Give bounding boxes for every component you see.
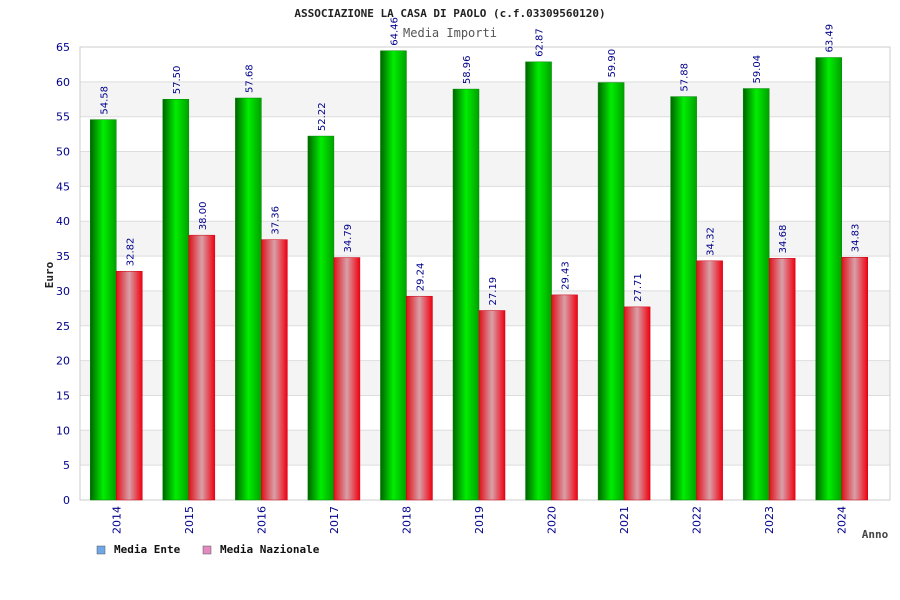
legend-label-media-ente: Media Ente (114, 543, 181, 556)
data-label: 34.68 (778, 225, 789, 254)
y-tick-label: 60 (56, 76, 70, 89)
bar-media-ente-2021 (597, 82, 625, 501)
data-label: 63.49 (825, 24, 836, 53)
data-label: 62.87 (535, 28, 546, 57)
bar-media-ente-2017 (307, 135, 335, 501)
data-label: 34.83 (851, 224, 862, 253)
bar-media-nazionale-2019 (478, 310, 506, 501)
data-label: 32.82 (125, 238, 136, 267)
y-tick-label: 40 (56, 215, 70, 228)
x-tick-label: 2019 (473, 506, 486, 534)
data-label: 57.68 (244, 64, 255, 93)
data-label: 59.04 (752, 55, 763, 84)
y-tick-label: 25 (56, 320, 70, 333)
y-tick-label: 55 (56, 111, 70, 124)
x-tick-label: 2016 (255, 506, 268, 534)
bar-media-ente-2014 (90, 119, 117, 501)
x-tick-label: 2023 (763, 506, 776, 534)
data-label: 52.22 (317, 102, 328, 131)
y-tick-label: 10 (56, 424, 70, 437)
bar-media-ente-2018 (380, 50, 407, 501)
data-label: 57.50 (172, 66, 183, 95)
data-label: 64.46 (389, 17, 400, 46)
bar-media-ente-2016 (235, 97, 262, 501)
bar-media-nazionale-2021 (623, 306, 651, 501)
bar-media-ente-2024 (815, 57, 842, 501)
data-label: 29.43 (561, 261, 572, 290)
chart-title: ASSOCIAZIONE LA CASA DI PAOLO (c.f.03309… (294, 7, 605, 20)
x-tick-label: 2021 (618, 506, 631, 534)
y-tick-label: 50 (56, 146, 70, 159)
bar-media-nazionale-2017 (333, 257, 361, 501)
x-tick-label: 2014 (110, 506, 123, 534)
y-axis-label: Euro (43, 261, 56, 288)
bar-media-nazionale-2014 (116, 271, 143, 501)
x-tick-label: 2017 (328, 506, 341, 534)
x-tick-label: 2018 (400, 506, 413, 534)
bar-media-nazionale-2016 (261, 239, 288, 501)
x-axis-label: Anno (862, 528, 889, 541)
legend-swatch-media-nazionale (202, 545, 212, 555)
legend-swatch-media-ente (96, 545, 106, 555)
bar-media-nazionale-2020 (551, 294, 578, 501)
data-label: 34.79 (343, 224, 354, 253)
data-label: 27.71 (633, 273, 644, 302)
data-label: 37.36 (270, 206, 281, 235)
chart-subtitle: Media Importi (403, 26, 497, 40)
data-label: 34.32 (706, 227, 717, 256)
bar-media-nazionale-2023 (768, 258, 796, 501)
y-tick-label: 5 (63, 459, 70, 472)
data-label: 57.88 (680, 63, 691, 92)
y-axis-ticks: 0 5 10 15 20 25 30 35 40 45 50 55 60 65 (56, 41, 70, 507)
bar-media-ente-2022 (670, 96, 697, 501)
bar-media-ente-2015 (162, 99, 190, 501)
data-label: 58.96 (462, 55, 473, 84)
y-tick-label: 30 (56, 285, 70, 298)
x-tick-label: 2022 (691, 506, 704, 534)
data-label: 29.24 (415, 263, 426, 292)
y-tick-label: 65 (56, 41, 70, 54)
x-axis-ticks: 2014 2015 2016 2017 2018 2019 2020 2021 2022 2023… (110, 506, 848, 534)
y-tick-label: 35 (56, 250, 70, 263)
y-tick-label: 15 (56, 389, 70, 402)
legend-label-media-nazionale: Media Nazionale (220, 543, 320, 556)
data-label: 59.90 (607, 49, 618, 78)
x-tick-label: 2024 (836, 506, 849, 534)
x-tick-label: 2020 (546, 506, 559, 534)
data-label: 54.58 (99, 86, 110, 115)
y-tick-label: 0 (63, 494, 70, 507)
x-tick-label: 2015 (183, 506, 196, 534)
y-tick-label: 20 (56, 355, 70, 368)
bar-media-nazionale-2018 (406, 295, 433, 501)
data-label: 38.00 (198, 202, 209, 231)
y-tick-label: 45 (56, 180, 70, 193)
data-label: 27.19 (488, 277, 499, 306)
bar-media-nazionale-2022 (696, 260, 723, 501)
bar-media-ente-2023 (742, 88, 770, 501)
data-labels: 54.58 32.82 57.50 38.00 57.68 37.36 52.22 34.79… (99, 17, 861, 305)
bar-media-nazionale-2015 (188, 234, 216, 501)
bar-media-nazionale-2024 (841, 257, 868, 501)
legend: Media Ente Media Nazionale (96, 543, 320, 556)
bar-media-ente-2019 (452, 88, 480, 501)
bars (90, 50, 868, 501)
bar-media-ente-2020 (525, 61, 552, 501)
